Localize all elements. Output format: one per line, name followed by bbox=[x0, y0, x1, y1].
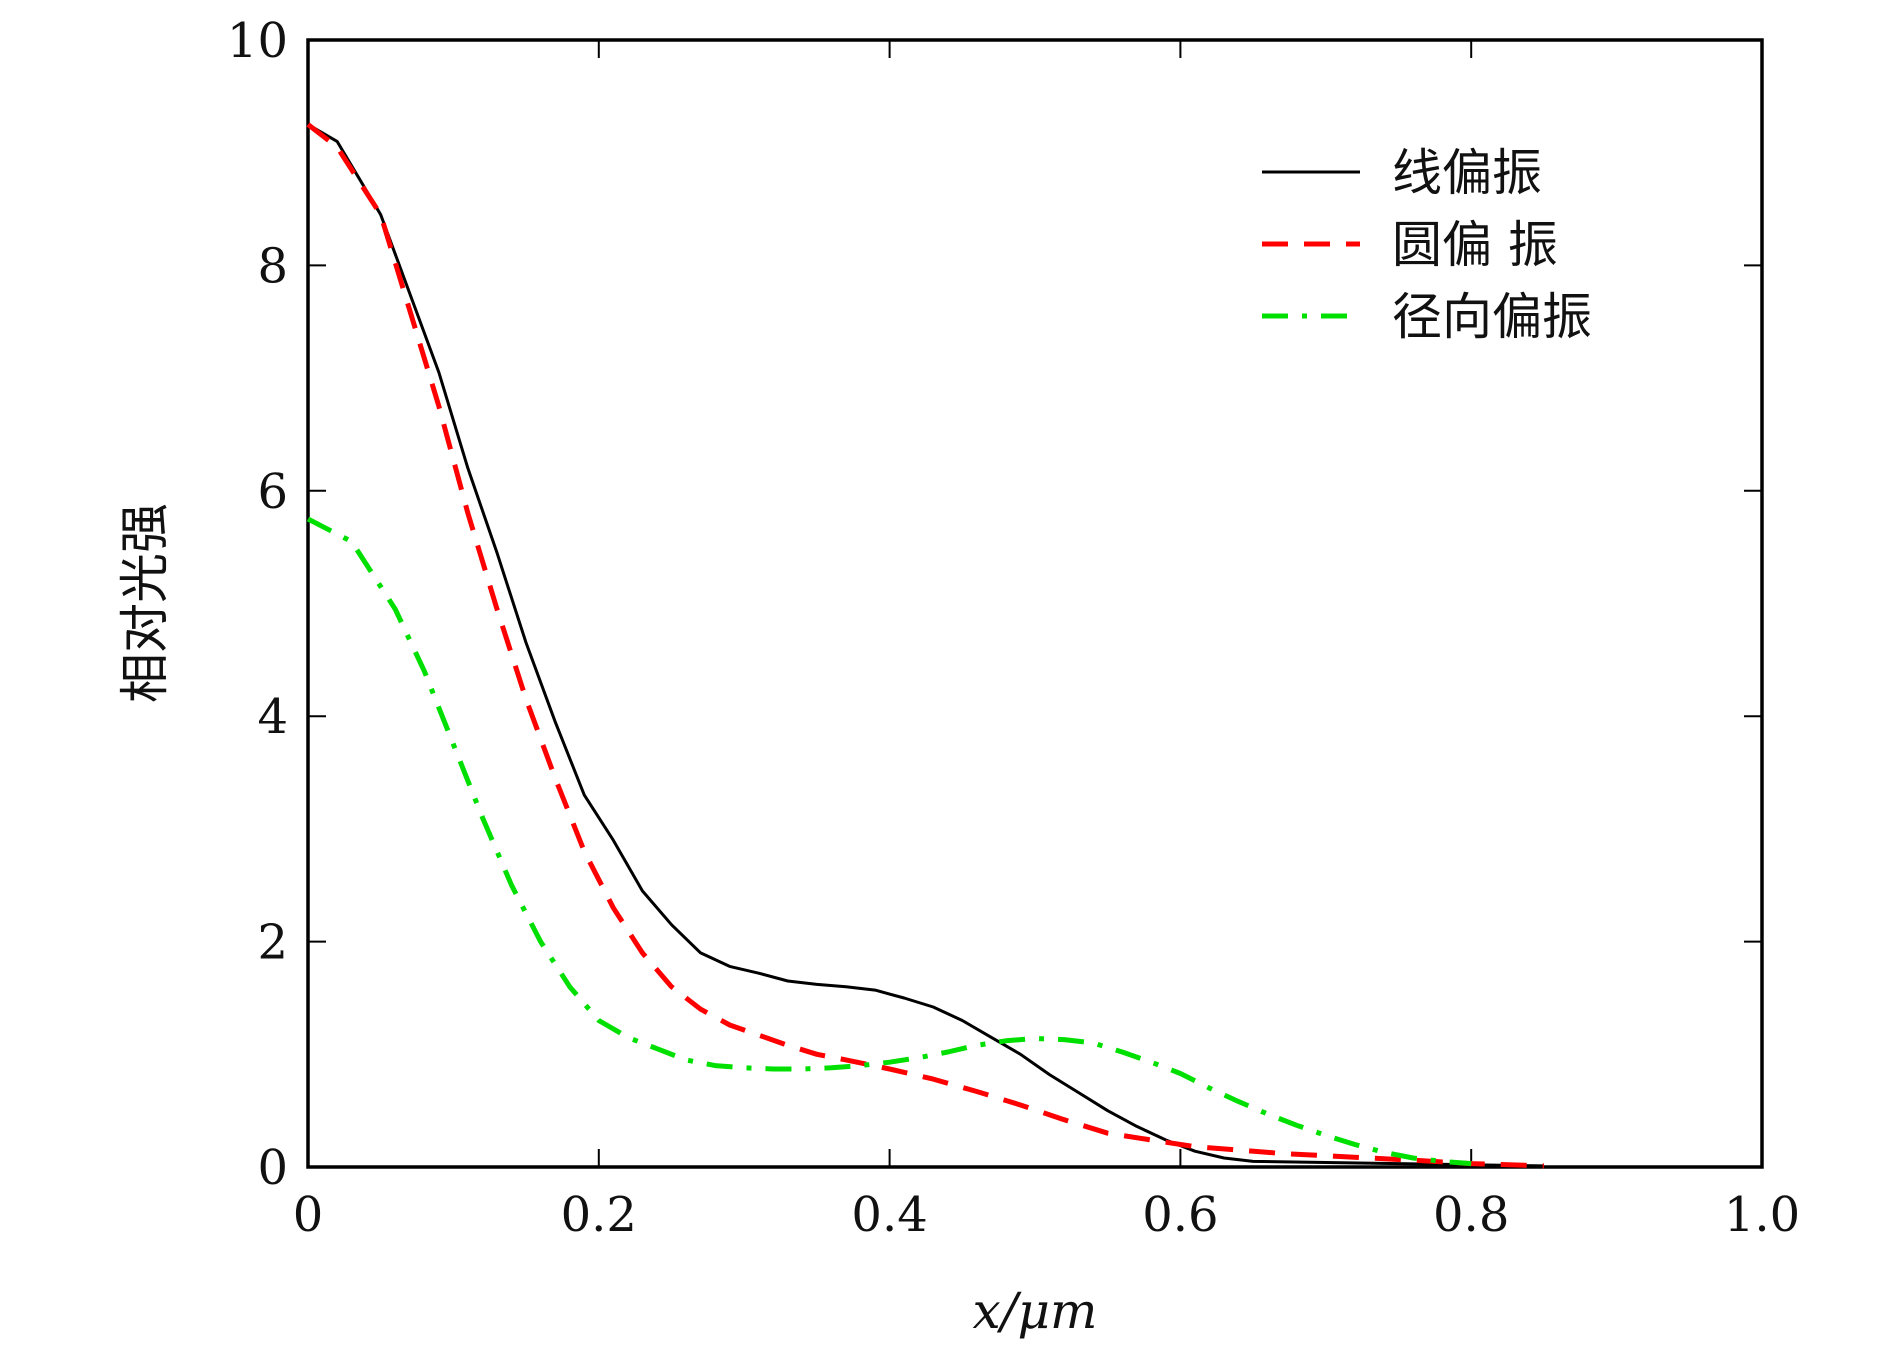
axis-ticks: 0 0.2 0.4 0.6 0.8 1.0 0 2 4 6 8 10 bbox=[227, 13, 1800, 1243]
y-tick-label: 0 bbox=[257, 1140, 288, 1196]
series-line-2 bbox=[306, 122, 1544, 1169]
y-tick-label: 10 bbox=[227, 13, 288, 69]
series-line-3 bbox=[306, 516, 1472, 1167]
y-tick-label: 2 bbox=[257, 915, 288, 971]
y-tick-label: 8 bbox=[257, 238, 288, 294]
x-tick-label: 1.0 bbox=[1724, 1187, 1800, 1243]
y-tick-label: 6 bbox=[257, 464, 288, 520]
y-tick-label: 4 bbox=[257, 689, 288, 745]
x-tick-label: 0.4 bbox=[851, 1187, 927, 1243]
legend-label-3: 径向偏振 bbox=[1392, 288, 1592, 346]
x-tick-label: 0.8 bbox=[1433, 1187, 1509, 1243]
x-tick-label: 0 bbox=[293, 1187, 324, 1243]
series-line-1 bbox=[307, 123, 1544, 1168]
plot-frame bbox=[306, 38, 1764, 1169]
legend-label-2: 圆偏 振 bbox=[1392, 216, 1558, 274]
x-axis-title: x/μm bbox=[973, 1282, 1098, 1340]
x-tick-label: 0.6 bbox=[1142, 1187, 1218, 1243]
x-tick-label: 0.2 bbox=[561, 1187, 637, 1243]
legend-label-1: 线偏振 bbox=[1392, 144, 1542, 202]
y-axis-title: 相对光强 bbox=[116, 503, 174, 703]
series-layer bbox=[306, 122, 1544, 1169]
